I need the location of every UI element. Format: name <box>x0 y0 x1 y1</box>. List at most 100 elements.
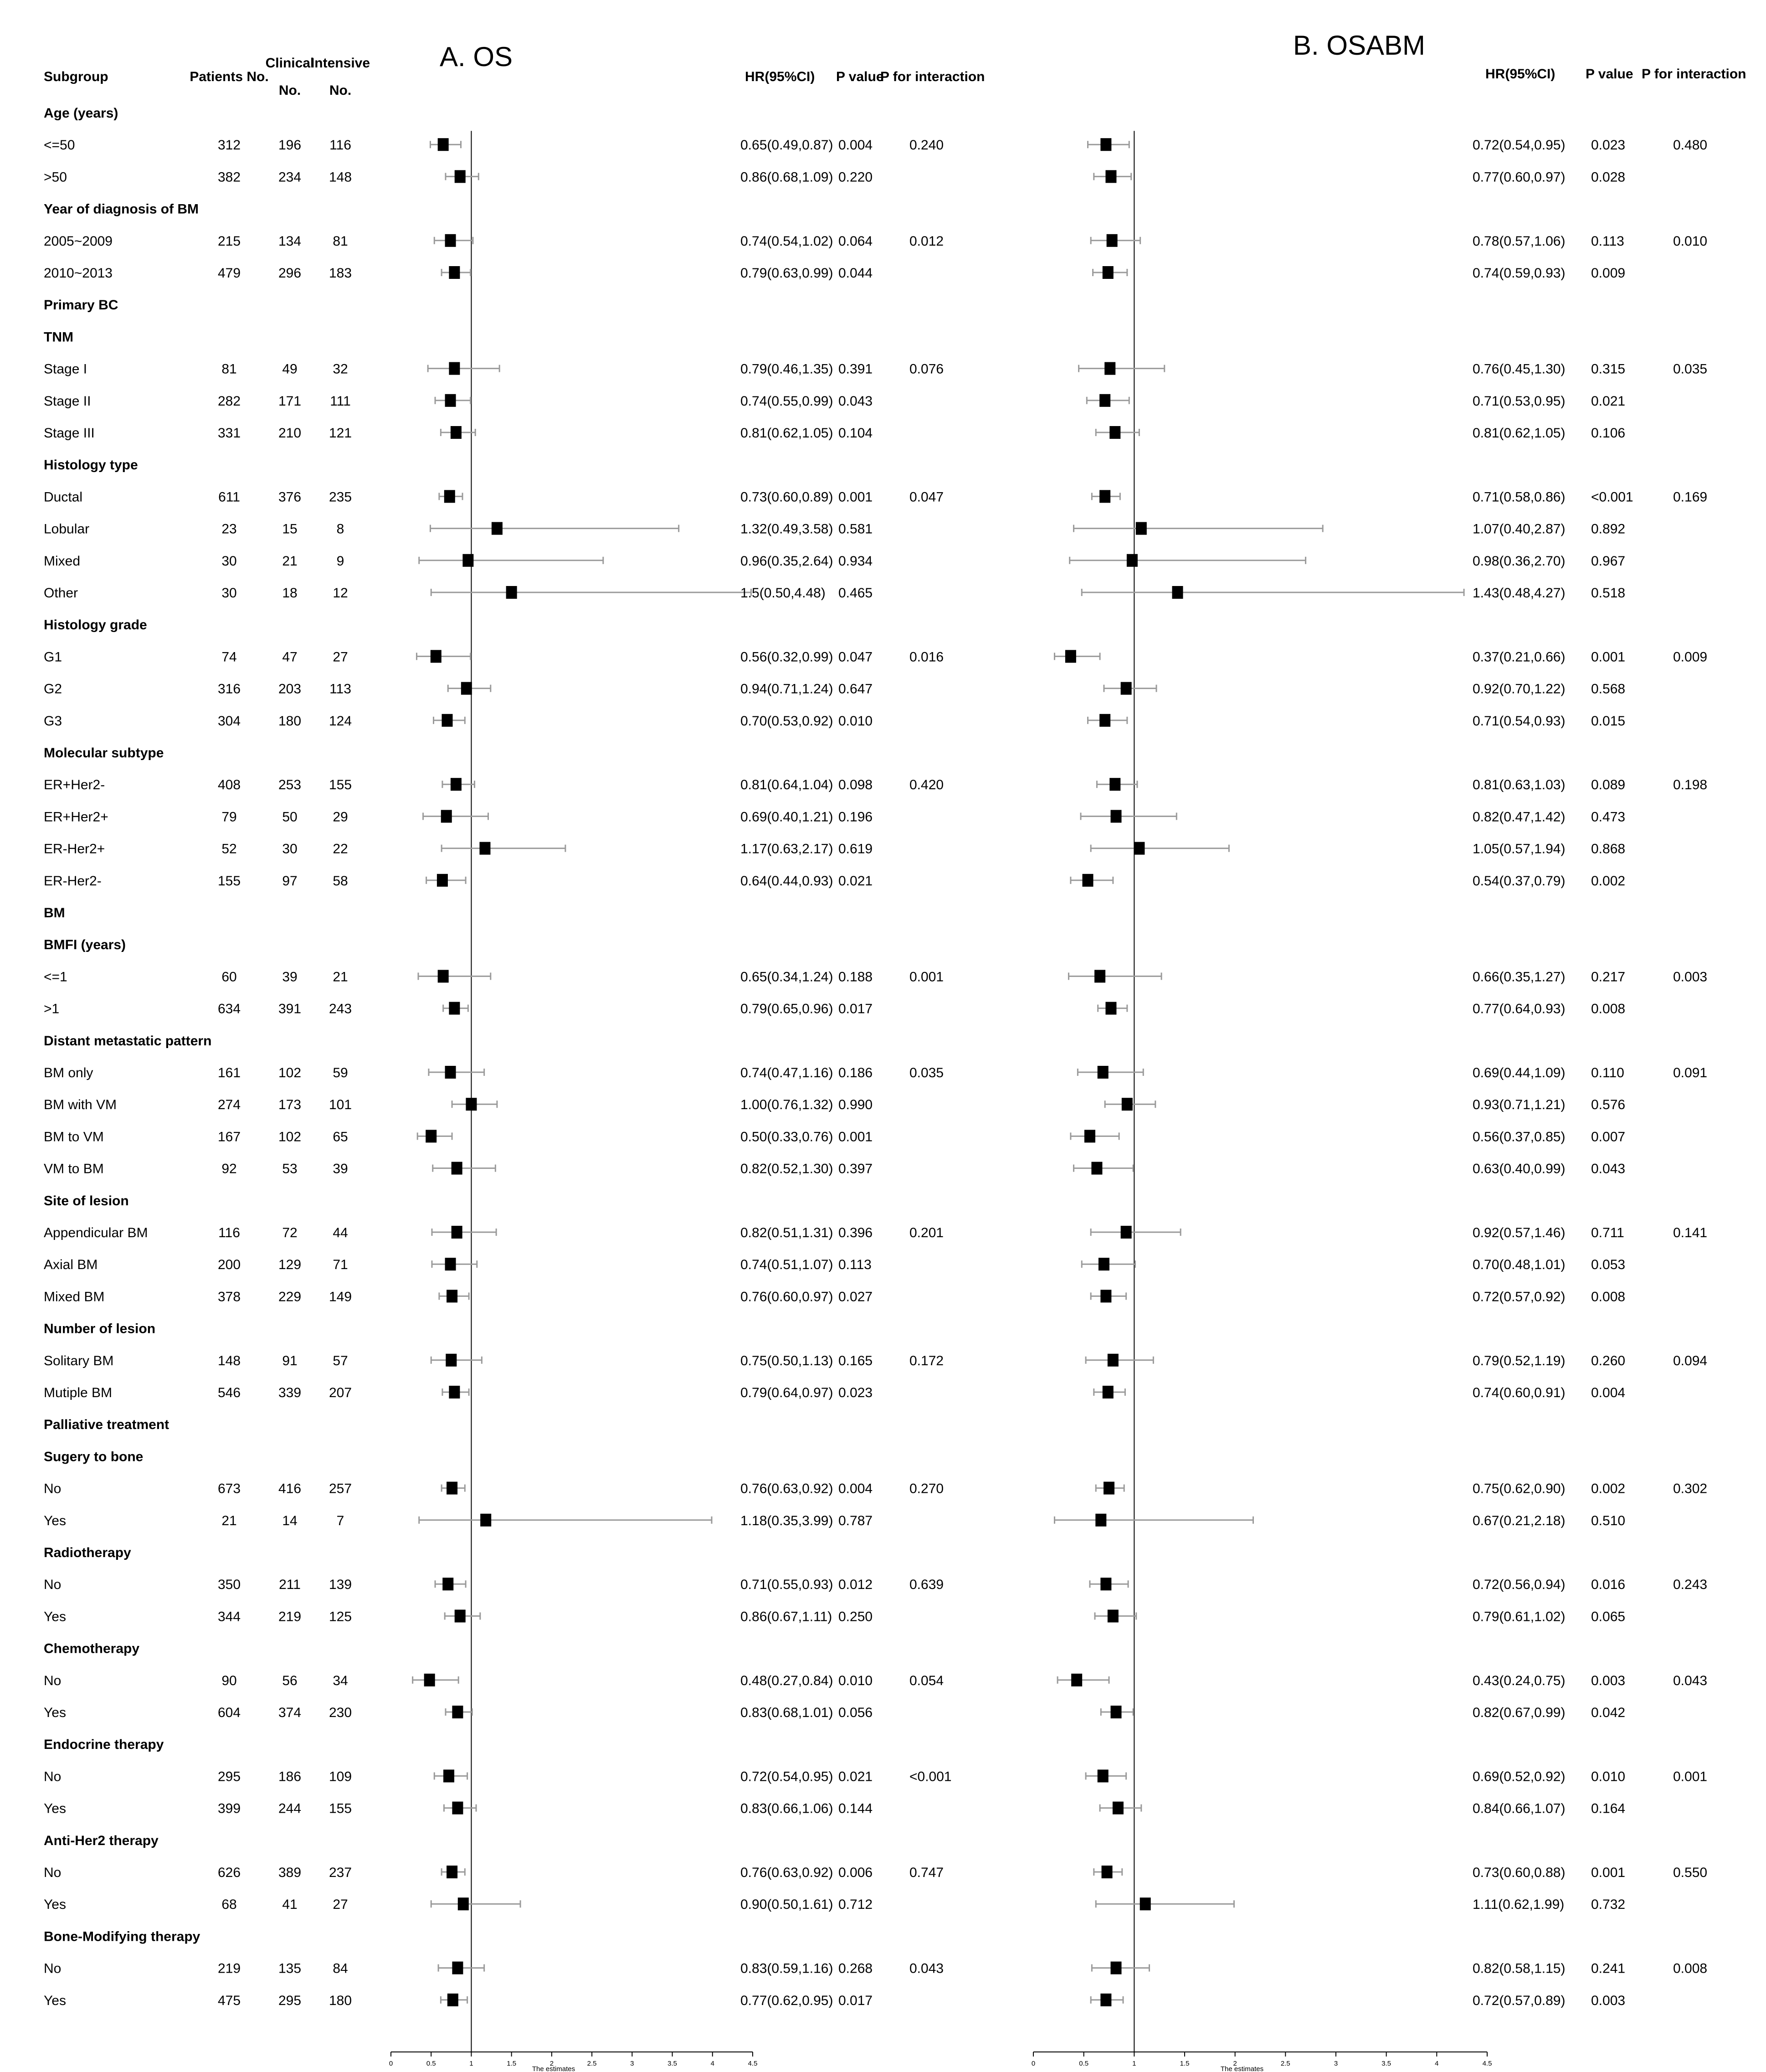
patients-count: 68 <box>221 1897 236 1912</box>
intensive-count: 84 <box>333 1961 348 1976</box>
panel-b-pint-header: P for interaction <box>1642 67 1746 82</box>
panel-a-p-value: 0.391 <box>838 362 873 377</box>
panel-b-hr-text: 0.67(0.21,2.18) <box>1473 1513 1565 1528</box>
panel-a-p-value: 0.250 <box>838 1609 873 1624</box>
panel-a-hr-text: 0.83(0.68,1.01) <box>740 1705 833 1720</box>
panel-a-p-value: 0.064 <box>838 234 873 249</box>
patients-count: 295 <box>218 1769 241 1784</box>
intensive-count: 9 <box>337 554 344 569</box>
panel-a-p-value: 0.397 <box>838 1162 873 1177</box>
panel-b-tick-label: 3 <box>1334 2060 1338 2067</box>
panel-b-hr-point <box>1140 1897 1151 1911</box>
panel-b-p-value: 0.028 <box>1591 170 1625 185</box>
panel-b-p-value: 0.089 <box>1591 777 1625 792</box>
intensive-count: 155 <box>329 777 352 792</box>
panel-b-p-interaction: 0.302 <box>1673 1481 1707 1496</box>
patients-count: 148 <box>218 1353 241 1368</box>
panel-a-hr-point <box>454 1609 466 1623</box>
patients-count: 30 <box>221 586 236 601</box>
panel-b-p-header: P value <box>1586 67 1633 82</box>
patients-count: 399 <box>218 1801 241 1816</box>
panel-a-hr-text: 1.32(0.49,3.58) <box>740 522 833 537</box>
panel-a-p-interaction: 0.016 <box>909 649 944 664</box>
patients-count: 316 <box>218 682 241 697</box>
panel-b-p-value: 0.002 <box>1591 874 1625 889</box>
panel-a-hr-point <box>506 586 517 599</box>
panel-a-hr-text: 0.82(0.51,1.31) <box>740 1225 833 1240</box>
panel-a-tick-label: 0.5 <box>426 2060 436 2067</box>
panel-a-p-value: 0.098 <box>838 777 873 792</box>
panel-b-p-value: 0.868 <box>1591 842 1625 857</box>
panel-a-p-value: 0.047 <box>838 649 873 664</box>
subgroup-label: VM to BM <box>44 1162 104 1177</box>
panel-a-p-value: 0.027 <box>838 1289 873 1304</box>
panel-a-hr-text: 0.79(0.64,0.97) <box>740 1385 833 1400</box>
panel-b-hr-point <box>1105 1002 1117 1015</box>
panel-a-hr-text: 0.65(0.34,1.24) <box>740 969 833 984</box>
clinical-count: 374 <box>278 1705 301 1720</box>
panel-b-hr-point <box>1102 1386 1114 1398</box>
panel-b-hr-text: 0.71(0.58,0.86) <box>1473 489 1565 504</box>
panel-b-p-value: <0.001 <box>1591 489 1633 504</box>
panel-a-plot: 0 0.5 1 1.5 2 2.5 3 3.5 4 4.5 The estimates 0.65(0.… <box>389 131 952 2072</box>
panel-b-p-interaction: 0.550 <box>1673 1865 1707 1880</box>
subgroup-label: Yes <box>44 1993 66 2008</box>
patients-count: 81 <box>221 362 236 377</box>
subgroup-label: >1 <box>44 1002 59 1017</box>
panel-a-hr-point <box>452 1801 463 1815</box>
panel-b-hr-text: 0.72(0.54,0.95) <box>1473 138 1565 153</box>
subgroup-label: Yes <box>44 1801 66 1816</box>
clinical-count: 196 <box>278 138 301 153</box>
panel-a-p-interaction: 0.420 <box>909 777 944 792</box>
panel-b-p-interaction: 0.008 <box>1673 1961 1707 1976</box>
panel-a-hr-text: 0.83(0.59,1.16) <box>740 1961 833 1976</box>
panel-a-tick-label: 1 <box>469 2060 473 2067</box>
intensive-count: 139 <box>329 1577 352 1592</box>
panel-a-hr-text: 1.18(0.35,3.99) <box>740 1513 833 1528</box>
panel-a-hr-point <box>441 810 452 823</box>
clinical-count: 229 <box>278 1289 301 1304</box>
intensive-count: 44 <box>333 1225 348 1240</box>
patients-count: 74 <box>221 649 236 664</box>
panel-a-p-value: 0.144 <box>838 1801 873 1816</box>
patients-count: 90 <box>221 1673 236 1688</box>
panel-a-p-interaction: 0.747 <box>909 1865 944 1880</box>
patients-count: 604 <box>218 1705 241 1720</box>
intensive-count: 111 <box>330 394 351 409</box>
panel-b-p-value: 0.053 <box>1591 1257 1625 1272</box>
patients-count: 215 <box>218 234 241 249</box>
panel-b-p-interaction: 0.094 <box>1673 1353 1707 1368</box>
panel-a-p-value: 0.465 <box>838 586 873 601</box>
panel-b-p-value: 0.732 <box>1591 1897 1625 1912</box>
intensive-count: 125 <box>329 1609 352 1624</box>
clinical-count: 244 <box>278 1801 301 1816</box>
panel-a-hr-text: 0.74(0.47,1.16) <box>740 1065 833 1080</box>
panel-a-p-interaction: 0.001 <box>909 969 944 984</box>
section-header: Sugery to bone <box>44 1449 143 1464</box>
patients-count: 167 <box>218 1129 241 1144</box>
panel-a-hr-text: 0.48(0.27,0.84) <box>740 1673 833 1688</box>
subgroup-label: G1 <box>44 649 62 664</box>
panel-a-p-value: 0.934 <box>838 554 873 569</box>
panel-a-p-interaction: 0.172 <box>909 1353 944 1368</box>
panel-a-hr-text: 0.64(0.44,0.93) <box>740 874 833 889</box>
panel-b-hr-text: 0.66(0.35,1.27) <box>1473 969 1565 984</box>
patients-count: 304 <box>218 714 241 729</box>
panel-b-p-value: 0.001 <box>1591 649 1625 664</box>
panel-a-hr-text: 0.70(0.53,0.92) <box>740 714 833 729</box>
panel-b-hr-text: 1.11(0.62,1.99) <box>1473 1897 1564 1912</box>
panel-b-hr-point <box>1100 1993 1112 2006</box>
panel-a-p-value: 0.001 <box>838 489 873 504</box>
panel-b-p-interaction: 0.169 <box>1673 489 1707 504</box>
subgroup-label: G2 <box>44 682 62 697</box>
panel-a-hr-point <box>445 1258 456 1271</box>
panel-b-p-value: 0.065 <box>1591 1609 1625 1624</box>
panel-a-p-value: 0.165 <box>838 1353 873 1368</box>
panel-a-hr-text: 0.77(0.62,0.95) <box>740 1993 833 2008</box>
patients-count: 382 <box>218 170 241 185</box>
panel-b-tick-label: 2.5 <box>1281 2060 1290 2067</box>
patients-count: 350 <box>218 1577 241 1592</box>
panel-b-hr-text: 0.75(0.62,0.90) <box>1473 1481 1565 1496</box>
panel-a-hr-point <box>445 1066 456 1079</box>
